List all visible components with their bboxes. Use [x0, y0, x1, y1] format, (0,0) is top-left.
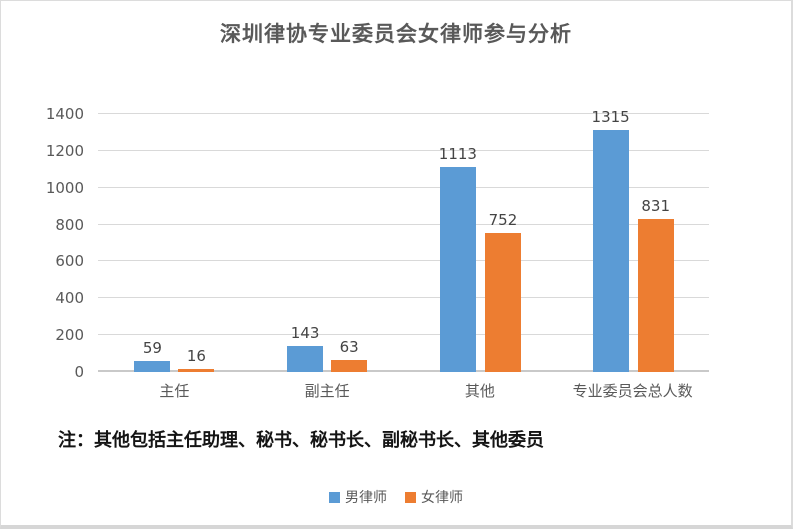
bar-slots: 59 16 143 63 1113 752 1315 831	[98, 110, 709, 372]
bar-女律师-主任	[178, 369, 215, 372]
legend-item-男律师: 男律师	[329, 487, 387, 507]
bar-group: 752	[484, 211, 521, 372]
legend-swatch-icon	[405, 491, 416, 503]
bar-group: 1315	[592, 110, 630, 372]
bar-女律师-副主任	[331, 360, 368, 372]
y-tick-label-0: 0	[74, 363, 84, 381]
bar-group: 59	[134, 339, 171, 372]
legend-item-女律师: 女律师	[405, 487, 463, 507]
x-tick-label-3: 其他	[464, 382, 495, 400]
gridline-600	[98, 260, 709, 262]
y-tick-label-1400: 1400	[45, 105, 84, 123]
gridline-1000	[98, 186, 709, 188]
legend-swatch-icon	[329, 491, 340, 503]
data-label: 752	[488, 211, 518, 229]
chart-title: 深圳律协专业委员会女律师参与分析	[220, 21, 572, 46]
gridline-0	[98, 370, 709, 372]
bar-男律师-专业委员会总人数	[592, 130, 629, 372]
bar-女律师-专业委员会总人数	[637, 219, 674, 372]
legend-label: 男律师	[345, 490, 387, 506]
bar-group: 1113	[439, 147, 477, 372]
data-label: 831	[641, 197, 671, 215]
note-text: 注：其他包括主任助理、秘书、秘书长、副秘书长、其他委员	[58, 430, 544, 451]
category-slot-1: 59 16	[98, 114, 251, 372]
bar-男律师-副主任	[287, 346, 324, 372]
y-tick-label-1200: 1200	[45, 141, 84, 160]
data-label: 143	[290, 324, 320, 342]
bar-男律师-主任	[134, 361, 171, 372]
y-tick-label-400: 400	[55, 289, 84, 308]
x-tick-label-2: 副主任	[304, 382, 350, 400]
bar-group: 831	[637, 197, 674, 372]
data-label: 1113	[438, 145, 477, 163]
legend-label: 女律师	[421, 490, 463, 506]
bar-group: 63	[331, 338, 368, 372]
category-slot-2: 143 63	[251, 114, 404, 372]
data-label: 63	[339, 338, 359, 356]
data-label: 16	[186, 347, 206, 365]
y-axis-labels: 0 200 400 600 800 1000 1200 1400	[22, 105, 84, 381]
x-tick-label-4: 专业委员会总人数	[572, 382, 693, 400]
gridline-1200	[98, 149, 709, 151]
gridline-800	[98, 223, 709, 225]
data-label: 59	[142, 339, 162, 357]
gridline-1400	[98, 113, 709, 114]
bar-男律师-其他	[439, 167, 476, 372]
bar-group: 143	[287, 324, 324, 372]
gridline-400	[98, 297, 709, 299]
gridline-200	[98, 334, 709, 336]
y-tick-label-600: 600	[55, 252, 84, 271]
y-tick-label-1000: 1000	[45, 178, 84, 197]
data-label: 1315	[591, 108, 630, 126]
x-tick-label-1: 主任	[159, 382, 190, 400]
y-tick-label-800: 800	[55, 215, 84, 234]
category-slot-3: 1113 752	[404, 114, 557, 372]
y-tick-label-200: 200	[55, 326, 84, 345]
legend: 男律师 女律师	[1, 487, 791, 507]
bar-group: 16	[178, 347, 215, 372]
bar-女律师-其他	[484, 233, 521, 372]
x-axis-labels: 主任 副主任 其他 专业委员会总人数	[98, 380, 709, 401]
plot-area: 59 16 143 63 1113 752 1315 831	[98, 110, 709, 372]
category-slot-4: 1315 831	[556, 110, 709, 372]
